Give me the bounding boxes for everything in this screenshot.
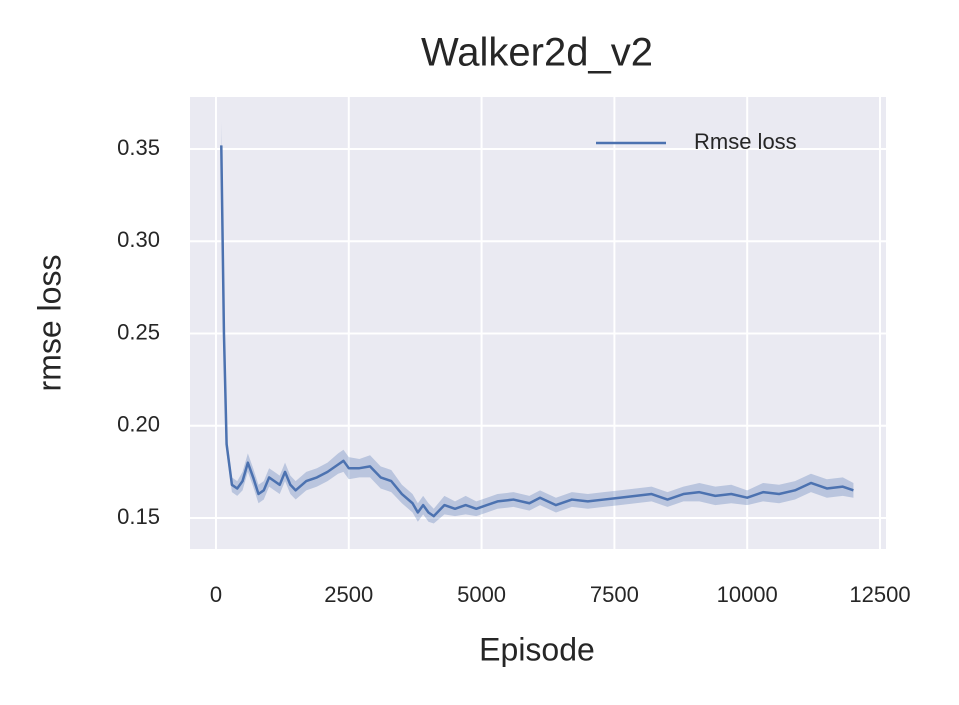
y-tick-label: 0.30	[117, 227, 160, 252]
y-tick-label: 0.15	[117, 504, 160, 529]
x-tick-label: 12500	[849, 582, 910, 607]
y-tick-label: 0.35	[117, 135, 160, 160]
x-tick-label: 2500	[324, 582, 373, 607]
y-axis-label: rmse loss	[31, 255, 67, 392]
y-tick-label: 0.25	[117, 319, 160, 344]
x-tick-label: 0	[210, 582, 222, 607]
legend-label: Rmse loss	[694, 129, 797, 154]
x-axis-label: Episode	[479, 631, 595, 667]
series-line	[220, 145, 854, 518]
legend: Rmse loss	[596, 129, 797, 154]
plot-area	[190, 97, 886, 549]
x-tick-label: 5000	[457, 582, 506, 607]
confidence-band	[221, 121, 854, 524]
chart-title: Walker2d_v2	[421, 31, 653, 75]
grid	[190, 97, 886, 549]
y-tick-label: 0.20	[117, 412, 160, 437]
x-tick-label: 7500	[590, 582, 639, 607]
marks	[220, 121, 854, 524]
x-tick-label: 10000	[717, 582, 778, 607]
